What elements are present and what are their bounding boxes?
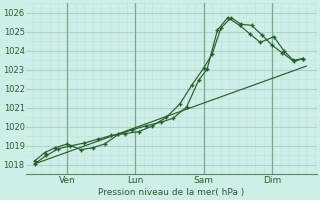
X-axis label: Pression niveau de la mer( hPa ): Pression niveau de la mer( hPa ) xyxy=(98,188,244,197)
